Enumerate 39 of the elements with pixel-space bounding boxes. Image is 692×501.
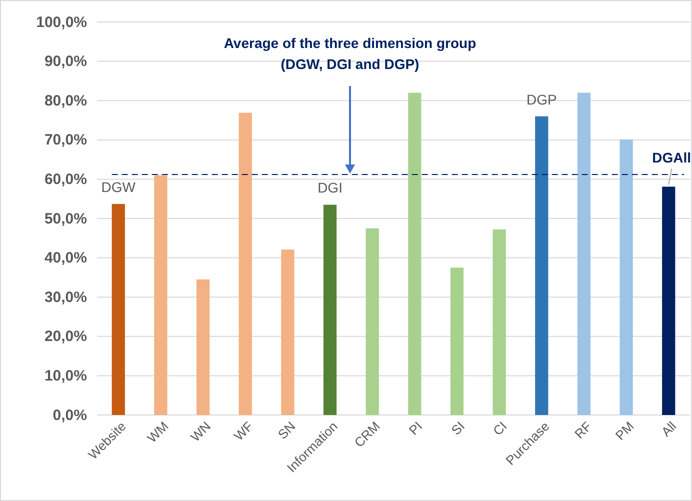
y-tick-label: 90,0% <box>44 53 87 70</box>
bar <box>662 186 676 415</box>
y-tick-label: 50,0% <box>44 210 87 228</box>
bar <box>323 204 337 415</box>
y-tick-label: 40,0% <box>44 250 87 267</box>
bar <box>238 112 252 415</box>
annotation: DGP <box>526 91 557 108</box>
bar <box>112 204 125 415</box>
bar <box>577 92 591 415</box>
bar <box>492 230 506 415</box>
annotation: DGW <box>101 178 136 195</box>
y-tick-label: 10,0% <box>44 368 87 384</box>
x-tick-label: PM <box>612 418 637 443</box>
y-tick-label: 30,0% <box>44 288 87 306</box>
bar <box>620 140 633 415</box>
x-tick-label: SI <box>448 418 468 438</box>
bar <box>196 279 210 415</box>
y-tick-label: 60,0% <box>44 171 87 188</box>
y-tick-label: 100,0% <box>36 14 87 31</box>
ref-line-label: Average of the three dimension group (DGW, DGI and DGP) <box>224 35 476 72</box>
bar <box>408 92 422 415</box>
annotation: DGAll <box>652 150 692 166</box>
x-tick-label: WN <box>188 418 214 445</box>
x-tick-label: PI <box>406 418 426 438</box>
bar <box>281 250 294 415</box>
y-tick-label: 80,0% <box>44 92 87 110</box>
y-tick-label: 0,0% <box>52 406 87 424</box>
y-tick-label: 70,0% <box>44 132 87 149</box>
x-tick-label: WF <box>230 418 256 444</box>
bar <box>366 228 379 415</box>
x-tick-label: RF <box>572 418 595 442</box>
x-tick-label: All <box>658 418 680 440</box>
bar <box>450 268 464 415</box>
x-tick-label: CI <box>490 418 510 438</box>
bar <box>154 175 168 415</box>
annotation: DGI <box>318 180 342 196</box>
y-tick-label: 20,0% <box>44 328 87 346</box>
x-tick-label: WM <box>144 418 172 446</box>
bar <box>535 116 548 415</box>
